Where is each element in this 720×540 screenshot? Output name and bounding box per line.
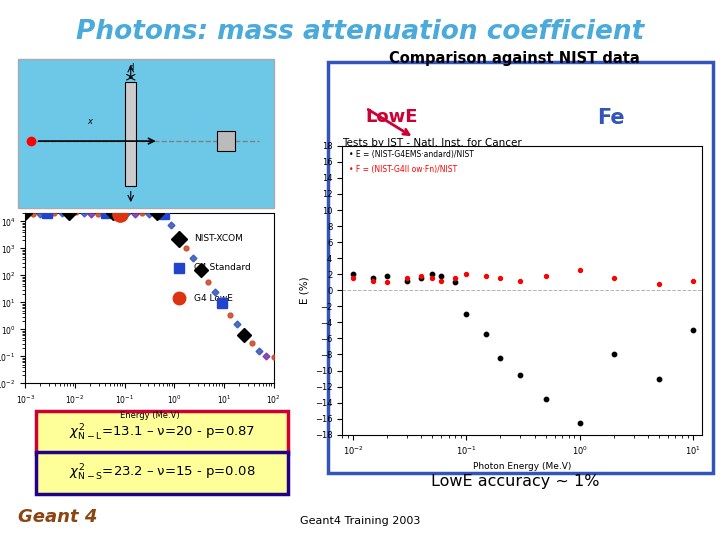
Text: LowE accuracy ~ 1%: LowE accuracy ~ 1% bbox=[431, 474, 599, 489]
Point bbox=[480, 330, 492, 339]
Point bbox=[347, 274, 359, 282]
Text: G4 LowE: G4 LowE bbox=[194, 294, 233, 303]
Text: Tests by IST - Natl. Inst. for Cancer: Tests by IST - Natl. Inst. for Cancer bbox=[342, 138, 522, 148]
FancyBboxPatch shape bbox=[125, 82, 136, 186]
Point bbox=[449, 278, 461, 287]
Text: Geant4 Training 2003: Geant4 Training 2003 bbox=[300, 516, 420, 526]
Y-axis label: E (%): E (%) bbox=[299, 276, 309, 304]
Point bbox=[426, 270, 438, 279]
Point bbox=[382, 272, 393, 280]
Point bbox=[415, 272, 427, 280]
Text: Geant 4: Geant 4 bbox=[18, 509, 97, 526]
Point bbox=[436, 272, 447, 280]
FancyBboxPatch shape bbox=[36, 452, 288, 494]
Text: $\chi^2_{\rm N-L}$=13.1 – ν=20 - p=0.87: $\chi^2_{\rm N-L}$=13.1 – ν=20 - p=0.87 bbox=[69, 422, 255, 443]
FancyBboxPatch shape bbox=[18, 59, 274, 208]
Point bbox=[480, 272, 492, 280]
Point bbox=[367, 274, 379, 282]
Point bbox=[688, 276, 699, 285]
Point bbox=[515, 276, 526, 285]
Point bbox=[495, 274, 506, 282]
FancyBboxPatch shape bbox=[36, 411, 288, 454]
Text: Research, Genova (F. Foppiano et al.): Research, Genova (F. Foppiano et al.) bbox=[342, 154, 536, 164]
Text: • E = (NIST-G4EMS·andard)/NIST: • E = (NIST-G4EMS·andard)/NIST bbox=[349, 150, 474, 159]
Point bbox=[540, 394, 552, 403]
Point bbox=[449, 274, 461, 282]
X-axis label: Energy (Me.V): Energy (Me.V) bbox=[120, 411, 179, 420]
Text: d: d bbox=[128, 63, 133, 72]
Point bbox=[608, 274, 619, 282]
Point bbox=[574, 418, 585, 427]
Text: LowE: LowE bbox=[366, 108, 418, 126]
Text: Comparison against NIST data: Comparison against NIST data bbox=[390, 51, 640, 66]
Point bbox=[653, 374, 665, 383]
Point bbox=[382, 278, 393, 287]
Point bbox=[426, 274, 438, 282]
Point bbox=[367, 276, 379, 285]
Text: $\chi^2_{\rm N-S}$=23.2 – ν=15 - p=0.08: $\chi^2_{\rm N-S}$=23.2 – ν=15 - p=0.08 bbox=[68, 463, 256, 483]
Point bbox=[401, 276, 413, 285]
Point bbox=[347, 270, 359, 279]
Point bbox=[574, 266, 585, 274]
Point bbox=[688, 326, 699, 335]
Point bbox=[461, 310, 472, 319]
Point bbox=[608, 350, 619, 359]
Text: G4 Standard: G4 Standard bbox=[194, 263, 251, 272]
X-axis label: Photon Energy (Me.V): Photon Energy (Me.V) bbox=[473, 462, 571, 471]
Point bbox=[436, 276, 447, 285]
Point bbox=[540, 272, 552, 280]
FancyBboxPatch shape bbox=[328, 62, 713, 472]
Point bbox=[653, 280, 665, 288]
Text: Photons: mass attenuation coefficient: Photons: mass attenuation coefficient bbox=[76, 19, 644, 45]
Point bbox=[415, 274, 427, 282]
Text: • F = (NIST-G4ll ow·Fn)/NIST: • F = (NIST-G4ll ow·Fn)/NIST bbox=[349, 165, 457, 173]
Point bbox=[515, 370, 526, 379]
Text: NIST-XCOM: NIST-XCOM bbox=[194, 234, 243, 244]
Point bbox=[401, 274, 413, 282]
FancyBboxPatch shape bbox=[217, 131, 235, 151]
Point bbox=[461, 270, 472, 279]
Point bbox=[495, 354, 506, 363]
Text: standard: standard bbox=[576, 394, 647, 408]
Text: x: x bbox=[87, 117, 92, 126]
Text: Fe: Fe bbox=[598, 108, 625, 128]
